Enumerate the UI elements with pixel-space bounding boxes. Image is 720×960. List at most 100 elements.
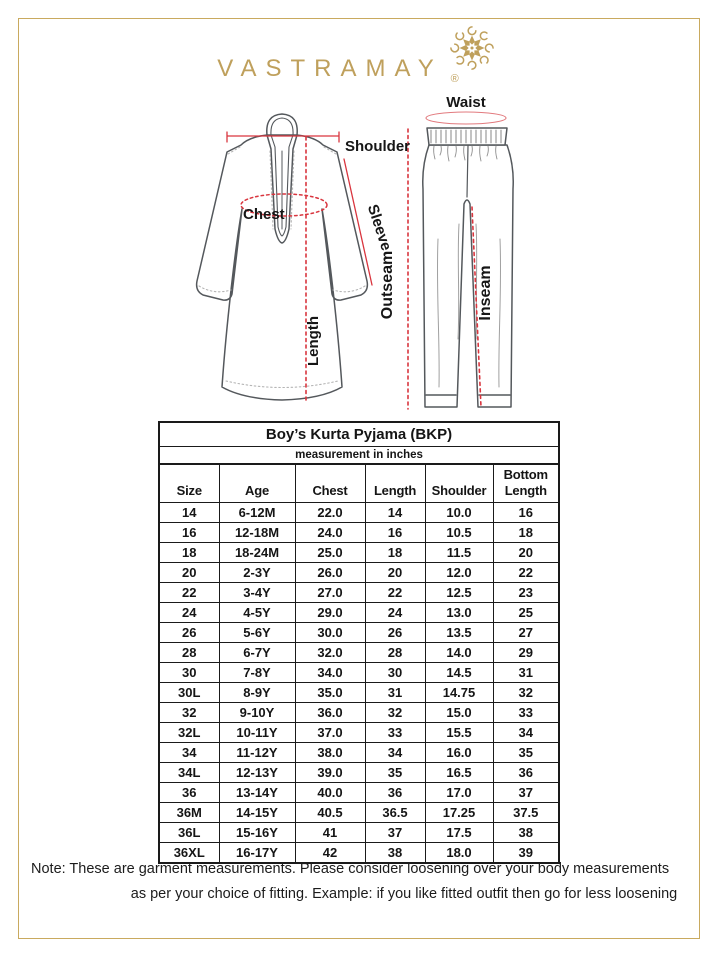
cell-bottom-length: 16: [492, 502, 560, 523]
waistband-gathers: [433, 145, 498, 162]
cell-age: 7-8Y: [218, 662, 296, 683]
cell-bottom-length: 20: [492, 542, 560, 563]
cell-shoulder: 14.0: [424, 642, 494, 663]
cell-size: 36L: [158, 822, 220, 843]
note-line-2: as per your choice of fitting. Example: …: [130, 886, 678, 902]
cell-shoulder: 14.5: [424, 662, 494, 683]
cell-age: 6-7Y: [218, 642, 296, 663]
cell-size: 32L: [158, 722, 220, 743]
cell-shoulder: 15.0: [424, 702, 494, 723]
cell-bottom-length: 29: [492, 642, 560, 663]
cell-chest: 29.0: [294, 602, 366, 623]
table-row: 36L 15-16Y 41 37 17.5 38: [158, 822, 560, 843]
cell-shoulder: 13.5: [424, 622, 494, 643]
cell-shoulder: 14.75: [424, 682, 494, 703]
table-row: 24 4-5Y 29.0 24 13.0 25: [158, 602, 560, 623]
cell-bottom-length: 23: [492, 582, 560, 603]
cell-length: 24: [364, 602, 426, 623]
cell-chest: 38.0: [294, 742, 366, 763]
cell-length: 34: [364, 742, 426, 763]
brand-logo: VASTRAMAY ®: [19, 26, 699, 85]
cell-age: 15-16Y: [218, 822, 296, 843]
cell-size: 32: [158, 702, 220, 723]
kurta-outline: [195, 134, 369, 401]
table-row: 30L 8-9Y 35.0 31 14.75 32: [158, 682, 560, 703]
cell-size: 14: [158, 502, 220, 523]
col-header-age: Age: [218, 463, 296, 503]
cell-shoulder: 16.5: [424, 762, 494, 783]
cell-chest: 37.0: [294, 722, 366, 743]
cell-length: 32: [364, 702, 426, 723]
col-header-chest: Chest: [294, 463, 366, 503]
cell-length: 28: [364, 642, 426, 663]
cell-length: 18: [364, 542, 426, 563]
cell-age: 10-11Y: [218, 722, 296, 743]
table-row: 28 6-7Y 32.0 28 14.0 29: [158, 642, 560, 663]
cell-size: 20: [158, 562, 220, 583]
waist-measure-ellipse: [425, 111, 507, 125]
pyjama-center-crease: [466, 145, 469, 198]
cell-bottom-length: 31: [492, 662, 560, 683]
col-header-size: Size: [158, 463, 220, 503]
cell-bottom-length: 36: [492, 762, 560, 783]
cell-bottom-length: 37: [492, 782, 560, 803]
table-row: 34 11-12Y 38.0 34 16.0 35: [158, 742, 560, 763]
cell-size: 18: [158, 542, 220, 563]
mandala-logo-icon: [449, 26, 494, 70]
chest-label: Chest: [243, 206, 285, 223]
table-row: 18 18-24M 25.0 18 11.5 20: [158, 542, 560, 563]
cell-length: 35: [364, 762, 426, 783]
kurta-collar-outer: [266, 113, 298, 244]
inseam-measure-line: [471, 206, 482, 408]
brand-name: VASTRAMAY: [217, 55, 443, 82]
table-row: 34L 12-13Y 39.0 35 16.5 36: [158, 762, 560, 783]
shoulder-label: Shoulder: [345, 138, 410, 155]
cell-chest: 25.0: [294, 542, 366, 563]
cell-shoulder: 12.0: [424, 562, 494, 583]
cell-shoulder: 13.0: [424, 602, 494, 623]
cell-length: 37: [364, 822, 426, 843]
cell-age: 18-24M: [218, 542, 296, 563]
cell-age: 8-9Y: [218, 682, 296, 703]
cell-size: 30L: [158, 682, 220, 703]
cell-age: 9-10Y: [218, 702, 296, 723]
sleeve-label: Sleeve: [364, 202, 395, 252]
cell-shoulder: 17.0: [424, 782, 494, 803]
cell-age: 5-6Y: [218, 622, 296, 643]
pyjama-leg-creases: [436, 223, 502, 388]
cell-shoulder: 10.5: [424, 522, 494, 543]
sleeve-measure-line: [343, 158, 373, 286]
cell-size: 36: [158, 782, 220, 803]
cell-chest: 24.0: [294, 522, 366, 543]
waistband-elastic-ticks: [430, 129, 502, 144]
cell-age: 16-17Y: [218, 842, 296, 864]
outseam-label: Outseam: [379, 251, 396, 319]
cell-bottom-length: 27: [492, 622, 560, 643]
cell-shoulder: 17.25: [424, 802, 494, 823]
cell-shoulder: 11.5: [424, 542, 494, 563]
cell-chest: 36.0: [294, 702, 366, 723]
cell-bottom-length: 22: [492, 562, 560, 583]
registered-trademark: ®: [450, 73, 459, 85]
chest-measure-ellipse: [240, 193, 328, 217]
note-line-1: Note: These are garment measurements. Pl…: [31, 861, 670, 877]
cell-age: 3-4Y: [218, 582, 296, 603]
table-row: 30 7-8Y 34.0 30 14.5 31: [158, 662, 560, 683]
cell-bottom-length: 34: [492, 722, 560, 743]
cell-bottom-length: 35: [492, 742, 560, 763]
cell-chest: 32.0: [294, 642, 366, 663]
inseam-label: Inseam: [477, 265, 494, 320]
cell-chest: 26.0: [294, 562, 366, 583]
cell-length: 30: [364, 662, 426, 683]
cell-bottom-length: 32: [492, 682, 560, 703]
cell-age: 12-18M: [218, 522, 296, 543]
cell-age: 11-12Y: [218, 742, 296, 763]
table-title: Boy’s Kurta Pyjama (BKP): [158, 421, 560, 447]
cell-length: 36: [364, 782, 426, 803]
table-row: 32L 10-11Y 37.0 33 15.5 34: [158, 722, 560, 743]
kurta-seam-dots: [198, 146, 366, 388]
cell-length: 26: [364, 622, 426, 643]
table-row: 36XL 16-17Y 42 38 18.0 39: [158, 842, 560, 864]
cell-chest: 40.5: [294, 802, 366, 823]
cell-size: 30: [158, 662, 220, 683]
